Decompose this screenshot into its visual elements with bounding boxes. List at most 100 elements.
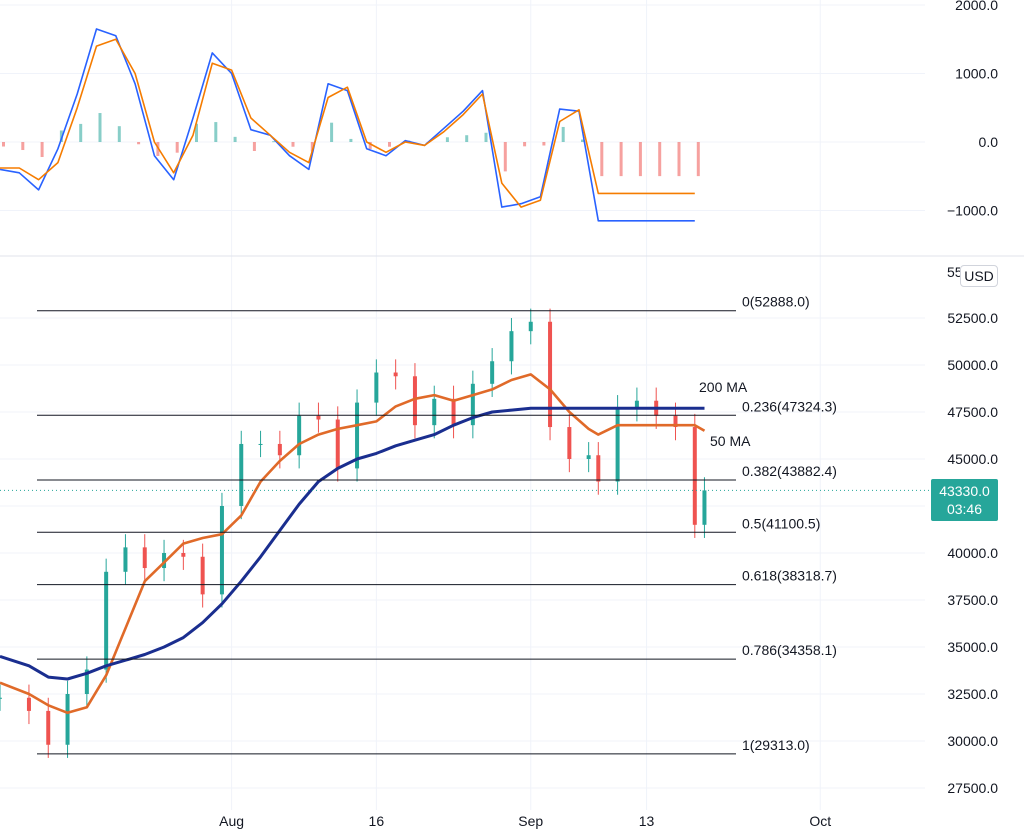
price-candle[interactable]: [586, 455, 591, 459]
macd-histogram-bar: [561, 126, 565, 142]
macd-y-tick-label: −1000.0: [947, 203, 998, 219]
macd-histogram-bar: [388, 142, 391, 147]
price-candle[interactable]: [46, 710, 51, 745]
price-candle[interactable]: [548, 321, 553, 428]
macd-histogram-bar: [21, 142, 25, 151]
macd-histogram-bar: [117, 126, 121, 142]
price-y-tick-label: 27500.0: [947, 780, 998, 796]
price-candle[interactable]: [673, 415, 678, 428]
price-candle[interactable]: [567, 427, 572, 459]
macd-histogram-bar: [677, 142, 681, 177]
ma50-line[interactable]: [0, 373, 706, 715]
x-tick-label: Oct: [809, 813, 831, 829]
price-candle[interactable]: [451, 398, 456, 426]
price-candle[interactable]: [470, 383, 475, 426]
macd-histogram-bar: [272, 141, 276, 143]
macd-histogram-bar: [581, 139, 584, 142]
price-candle[interactable]: [335, 419, 340, 469]
last-price-value: 43330.0: [939, 483, 990, 499]
price-candle[interactable]: [355, 402, 360, 469]
macd-histogram-bar: [619, 142, 623, 177]
price-candle[interactable]: [509, 331, 514, 362]
y-axis[interactable]: 2000.0 1000.0 0.0 −1000.0 52500.0 50000.0 4750…: [947, 0, 998, 796]
price-candle[interactable]: [123, 547, 128, 572]
macd-histogram-bar: [252, 142, 256, 152]
price-candle[interactable]: [692, 427, 697, 525]
price-y-tick-label: 30000.0: [947, 733, 998, 749]
x-tick-label: Sep: [518, 813, 543, 829]
macd-histogram-bar: [59, 130, 63, 142]
price-candle[interactable]: [26, 697, 31, 711]
x-axis[interactable]: Aug 16 Sep 13 Oct: [219, 813, 831, 829]
last-price-tag: 43330.0 03:46: [931, 479, 998, 521]
price-candle[interactable]: [393, 372, 398, 377]
macd-histogram-bar: [542, 142, 546, 146]
ma200-label: 200 MA: [699, 379, 748, 395]
fib-level-label: 0.5(41100.5): [742, 515, 820, 531]
fib-level-label: 0.786(34358.1): [742, 642, 837, 658]
price-y-tick-label: 35000.0: [947, 639, 998, 655]
macd-histogram-bar: [503, 142, 507, 172]
macd-histogram-bar: [349, 138, 353, 142]
price-candle[interactable]: [162, 553, 167, 569]
macd-histogram-bar: [330, 122, 334, 142]
price-candle[interactable]: [615, 408, 620, 482]
price-candle[interactable]: [432, 398, 437, 426]
macd-histogram-bar: [175, 142, 179, 153]
price-candle[interactable]: [0, 697, 2, 699]
price-candle[interactable]: [634, 400, 639, 409]
ma50-label: 50 MA: [710, 433, 751, 449]
fib-level-label: 0.236(47324.3): [742, 398, 837, 414]
price-candle[interactable]: [239, 443, 244, 506]
macd-y-tick-label: 2000.0: [955, 0, 998, 13]
macd-panel[interactable]: [0, 28, 700, 222]
price-candle[interactable]: [596, 455, 601, 482]
macd-histogram-bar: [600, 142, 604, 177]
price-candle[interactable]: [528, 321, 533, 332]
macd-histogram-bar: [2, 142, 5, 147]
price-panel[interactable]: [0, 308, 930, 758]
price-candle[interactable]: [65, 694, 70, 745]
price-candle[interactable]: [277, 443, 282, 456]
macd-line[interactable]: [0, 28, 695, 222]
macd-y-tick-label: 0.0: [979, 134, 999, 150]
price-candle[interactable]: [142, 547, 147, 569]
macd-histogram-bar: [523, 142, 527, 147]
fibonacci-retracement[interactable]: 0(52888.0) 0.236(47324.3) 0.382(43882.4) 0.…: [37, 294, 837, 755]
price-y-tick-label: 47500.0: [947, 404, 998, 420]
macd-histogram-bar: [214, 122, 218, 142]
macd-histogram-bar: [79, 123, 83, 142]
price-y-tick-label-partial: 55000.0: [947, 264, 998, 280]
fib-level-label: 1(29313.0): [742, 737, 810, 753]
macd-histogram-bar: [195, 123, 198, 142]
x-tick-label: 13: [639, 813, 655, 829]
price-candle[interactable]: [84, 669, 89, 694]
macd-histogram-bar: [40, 142, 44, 158]
macd-histogram-bar: [233, 136, 237, 142]
bar-countdown: 03:46: [946, 501, 983, 517]
price-candle[interactable]: [104, 571, 109, 670]
price-candle[interactable]: [297, 415, 302, 456]
price-candle[interactable]: [316, 415, 321, 420]
price-y-tick-label: 32500.0: [947, 686, 998, 702]
price-candle[interactable]: [258, 443, 263, 445]
price-candle[interactable]: [412, 376, 417, 426]
currency-badge[interactable]: USD: [960, 265, 998, 287]
price-candle[interactable]: [181, 553, 186, 557]
signal-line[interactable]: [0, 38, 695, 208]
price-y-tick-label: 40000.0: [947, 545, 998, 561]
macd-histogram-bar: [445, 137, 449, 142]
price-y-tick-label: 37500.0: [947, 592, 998, 608]
macd-histogram-bar: [484, 132, 488, 142]
macd-histogram-bar: [638, 142, 642, 177]
price-candle[interactable]: [200, 556, 205, 595]
price-y-tick-label: 45000.0: [947, 451, 998, 467]
x-tick-label: Aug: [219, 813, 244, 829]
currency-label: USD: [964, 268, 994, 284]
price-candle[interactable]: [702, 490, 707, 525]
price-candle[interactable]: [374, 372, 379, 403]
price-candle[interactable]: [219, 506, 224, 595]
grid: [0, 0, 925, 810]
price-candle[interactable]: [490, 361, 495, 384]
